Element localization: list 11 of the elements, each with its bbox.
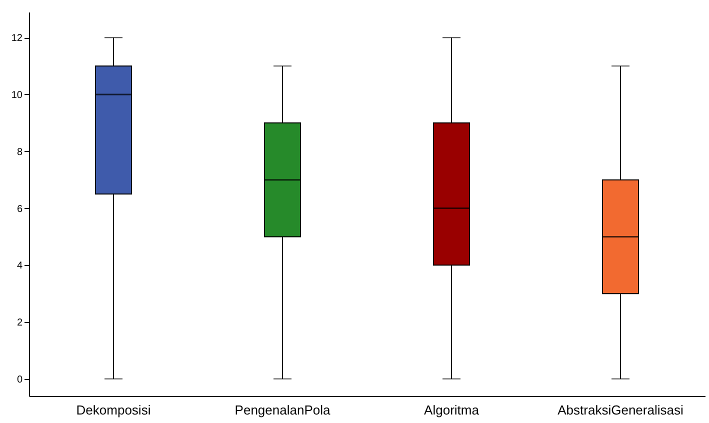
x-tick-label: PengenalanPola [234,402,331,418]
x-tick-label: Dekomposisi [76,402,151,418]
x-tick-label: Algoritma [424,402,480,418]
y-tick-label: 8 [16,146,23,158]
x-tick-label: AbstraksiGeneralisasi [558,402,684,418]
y-tick-label: 10 [11,90,23,101]
y-tick-label: 4 [16,260,23,272]
y-tick-label: 6 [16,204,23,215]
y-tick-label: 12 [11,33,23,44]
y-tick-label: 0 [16,374,23,386]
y-tick-label: 2 [16,318,23,329]
